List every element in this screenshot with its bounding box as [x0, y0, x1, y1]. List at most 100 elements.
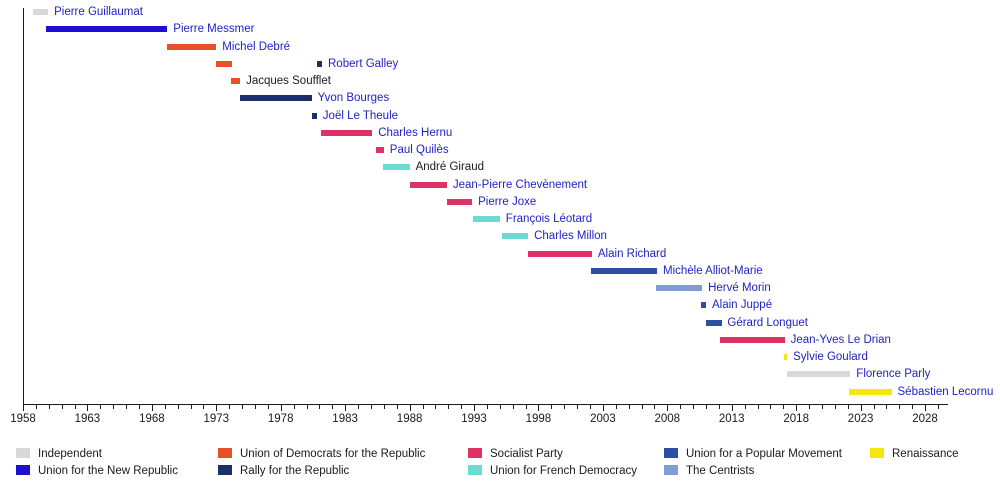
minor-tick	[512, 405, 514, 409]
minister-name[interactable]: Robert Galley	[328, 57, 399, 70]
minister-name[interactable]: Jean-Pierre Chevènement	[452, 178, 588, 191]
major-tick	[860, 405, 862, 411]
term-bar	[376, 147, 384, 153]
major-tick	[87, 405, 89, 411]
minor-tick	[499, 405, 501, 409]
term-bar	[719, 336, 785, 343]
term-bar	[849, 388, 892, 395]
minor-tick	[783, 405, 785, 409]
term-bar	[472, 216, 500, 222]
tick-label: 1983	[332, 413, 358, 425]
minor-tick	[486, 405, 488, 409]
tick-label: 2003	[590, 413, 616, 425]
legend-swatch	[218, 465, 232, 475]
minor-tick	[770, 405, 772, 409]
minor-tick	[383, 405, 385, 409]
legend-swatch	[664, 448, 678, 458]
minister-name[interactable]: Jean-Yves Le Drian	[790, 333, 891, 346]
legend-label: Independent	[38, 448, 102, 460]
minor-tick	[370, 405, 372, 409]
minor-tick	[564, 405, 566, 409]
major-tick	[538, 405, 540, 411]
legend-label: Union for the New Republic	[38, 465, 178, 477]
minor-tick	[912, 405, 914, 409]
minor-tick	[190, 405, 192, 409]
minor-tick	[435, 405, 437, 409]
legend-swatch	[16, 465, 30, 475]
major-tick	[280, 405, 282, 411]
tick-label: 2023	[847, 413, 874, 425]
minister-name[interactable]: Florence Parly	[856, 368, 931, 381]
minister-name[interactable]: Charles Millon	[534, 230, 607, 243]
minor-tick	[654, 405, 656, 409]
legend-swatch	[664, 465, 678, 475]
major-tick	[151, 405, 153, 411]
term-bar	[446, 198, 472, 205]
legend-swatch	[218, 448, 232, 458]
term-bar	[46, 26, 168, 33]
minor-tick	[229, 405, 231, 409]
tick-label: 2028	[912, 413, 938, 425]
term-bar	[383, 164, 410, 171]
term-bar	[701, 302, 706, 309]
minor-tick	[242, 405, 244, 409]
term-bar	[33, 9, 49, 15]
minister-name[interactable]: Sébastien Lecornu	[897, 385, 994, 398]
minister-name[interactable]: Michel Debré	[222, 40, 291, 53]
minister-name[interactable]: Yvon Bourges	[317, 92, 390, 105]
legend-swatch	[870, 448, 884, 458]
x-axis-line	[23, 404, 949, 405]
minister-name[interactable]: Pierre Guillaumat	[54, 6, 143, 18]
term-bar	[655, 285, 703, 291]
minister-name[interactable]: Sylvie Goulard	[793, 351, 868, 363]
minor-tick	[332, 405, 334, 409]
minister-name[interactable]: Alain Richard	[597, 247, 667, 260]
minor-tick	[899, 405, 901, 409]
minister-name[interactable]: Pierre Joxe	[478, 195, 537, 208]
minister-name: André Giraud	[415, 161, 484, 174]
tick-label: 2013	[718, 413, 745, 425]
minor-tick	[139, 405, 140, 409]
legend-label: Rally for the Republic	[240, 465, 350, 477]
legend-label: Socialist Party	[490, 448, 563, 460]
minister-name[interactable]: Charles Hernu	[378, 126, 453, 139]
minor-tick	[590, 405, 591, 409]
minor-tick	[422, 405, 424, 409]
minor-tick	[254, 405, 256, 409]
minister-name[interactable]: Paul Quilès	[389, 144, 449, 156]
tick-label: 1968	[139, 413, 165, 425]
minor-tick	[203, 405, 205, 409]
minister-name[interactable]: Gérard Longuet	[727, 316, 808, 329]
tick-label: 1988	[396, 413, 423, 425]
term-bar	[787, 371, 851, 378]
minister-name[interactable]: Pierre Messmer	[173, 23, 255, 36]
minor-tick	[641, 405, 643, 409]
major-tick	[925, 405, 926, 411]
y-axis-line	[23, 8, 24, 405]
minister-name[interactable]: François Léotard	[505, 213, 593, 225]
minister-name[interactable]: Joël Le Theule	[322, 109, 399, 122]
minor-tick	[164, 405, 166, 409]
tick-label: 1993	[461, 413, 487, 425]
tick-label: 1998	[525, 413, 552, 425]
major-tick	[796, 405, 798, 411]
minor-tick	[319, 405, 321, 409]
major-tick	[731, 405, 733, 411]
term-bar	[230, 78, 241, 84]
minor-tick	[551, 405, 553, 409]
minister-name[interactable]: Michèle Alliot-Marie	[663, 264, 763, 277]
term-bar	[706, 319, 722, 326]
term-bar	[591, 267, 657, 274]
term-bar	[502, 233, 529, 240]
term-bar	[311, 112, 317, 119]
minor-tick	[744, 405, 746, 409]
minor-tick	[448, 405, 450, 409]
legend-label: Union for a Popular Movement	[686, 448, 842, 460]
minor-tick	[718, 405, 720, 409]
minister-name[interactable]: Hervé Morin	[708, 282, 771, 294]
minor-tick	[35, 405, 37, 409]
tick-label: 1978	[267, 413, 294, 425]
minister-name[interactable]: Alain Juppé	[712, 299, 773, 312]
major-tick	[23, 405, 24, 411]
term-bar	[783, 354, 788, 360]
